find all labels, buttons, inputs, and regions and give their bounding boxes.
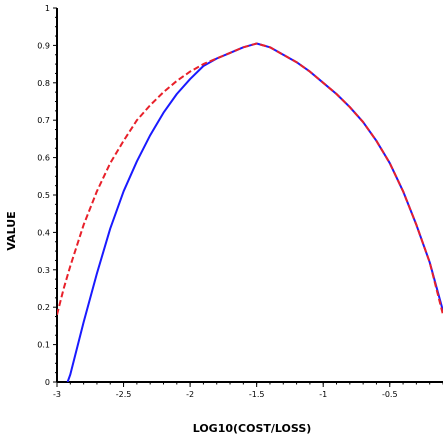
x-tick-label: -2.5 bbox=[116, 390, 132, 399]
series-line-1 bbox=[66, 42, 443, 382]
y-tick-label: 0.8 bbox=[37, 79, 50, 88]
y-tick-label: 0.7 bbox=[37, 116, 50, 125]
y-axis-title: VALUE bbox=[5, 211, 18, 250]
y-tick-label: 0.5 bbox=[37, 191, 50, 200]
series-line-2 bbox=[57, 42, 443, 315]
x-tick-label: -0.5 bbox=[382, 390, 398, 399]
x-tick-label: -3 bbox=[53, 390, 61, 399]
y-tick-label: 0.2 bbox=[37, 303, 50, 312]
x-tick-label: -1.5 bbox=[249, 390, 265, 399]
y-tick-label: 0.9 bbox=[37, 41, 50, 50]
y-tick-label: 0.6 bbox=[37, 154, 50, 163]
y-tick-label: 1 bbox=[45, 4, 50, 13]
x-tick-label: -1 bbox=[319, 390, 327, 399]
y-tick-label: 0.1 bbox=[37, 341, 50, 350]
x-axis-title: LOG10(COST/LOSS) bbox=[193, 422, 312, 435]
y-tick-label: 0.4 bbox=[37, 228, 50, 237]
axes: 0 0.1 0.2 0.3 0.4 0.5 0.6 0.7 0.8 0.9 1 -3 -2.5 -2 -1.… bbox=[37, 4, 443, 399]
series-layer bbox=[57, 42, 443, 382]
y-tick-label: 0 bbox=[45, 378, 50, 387]
y-tick-label: 0.3 bbox=[37, 266, 50, 275]
x-tick-label: -2 bbox=[186, 390, 194, 399]
